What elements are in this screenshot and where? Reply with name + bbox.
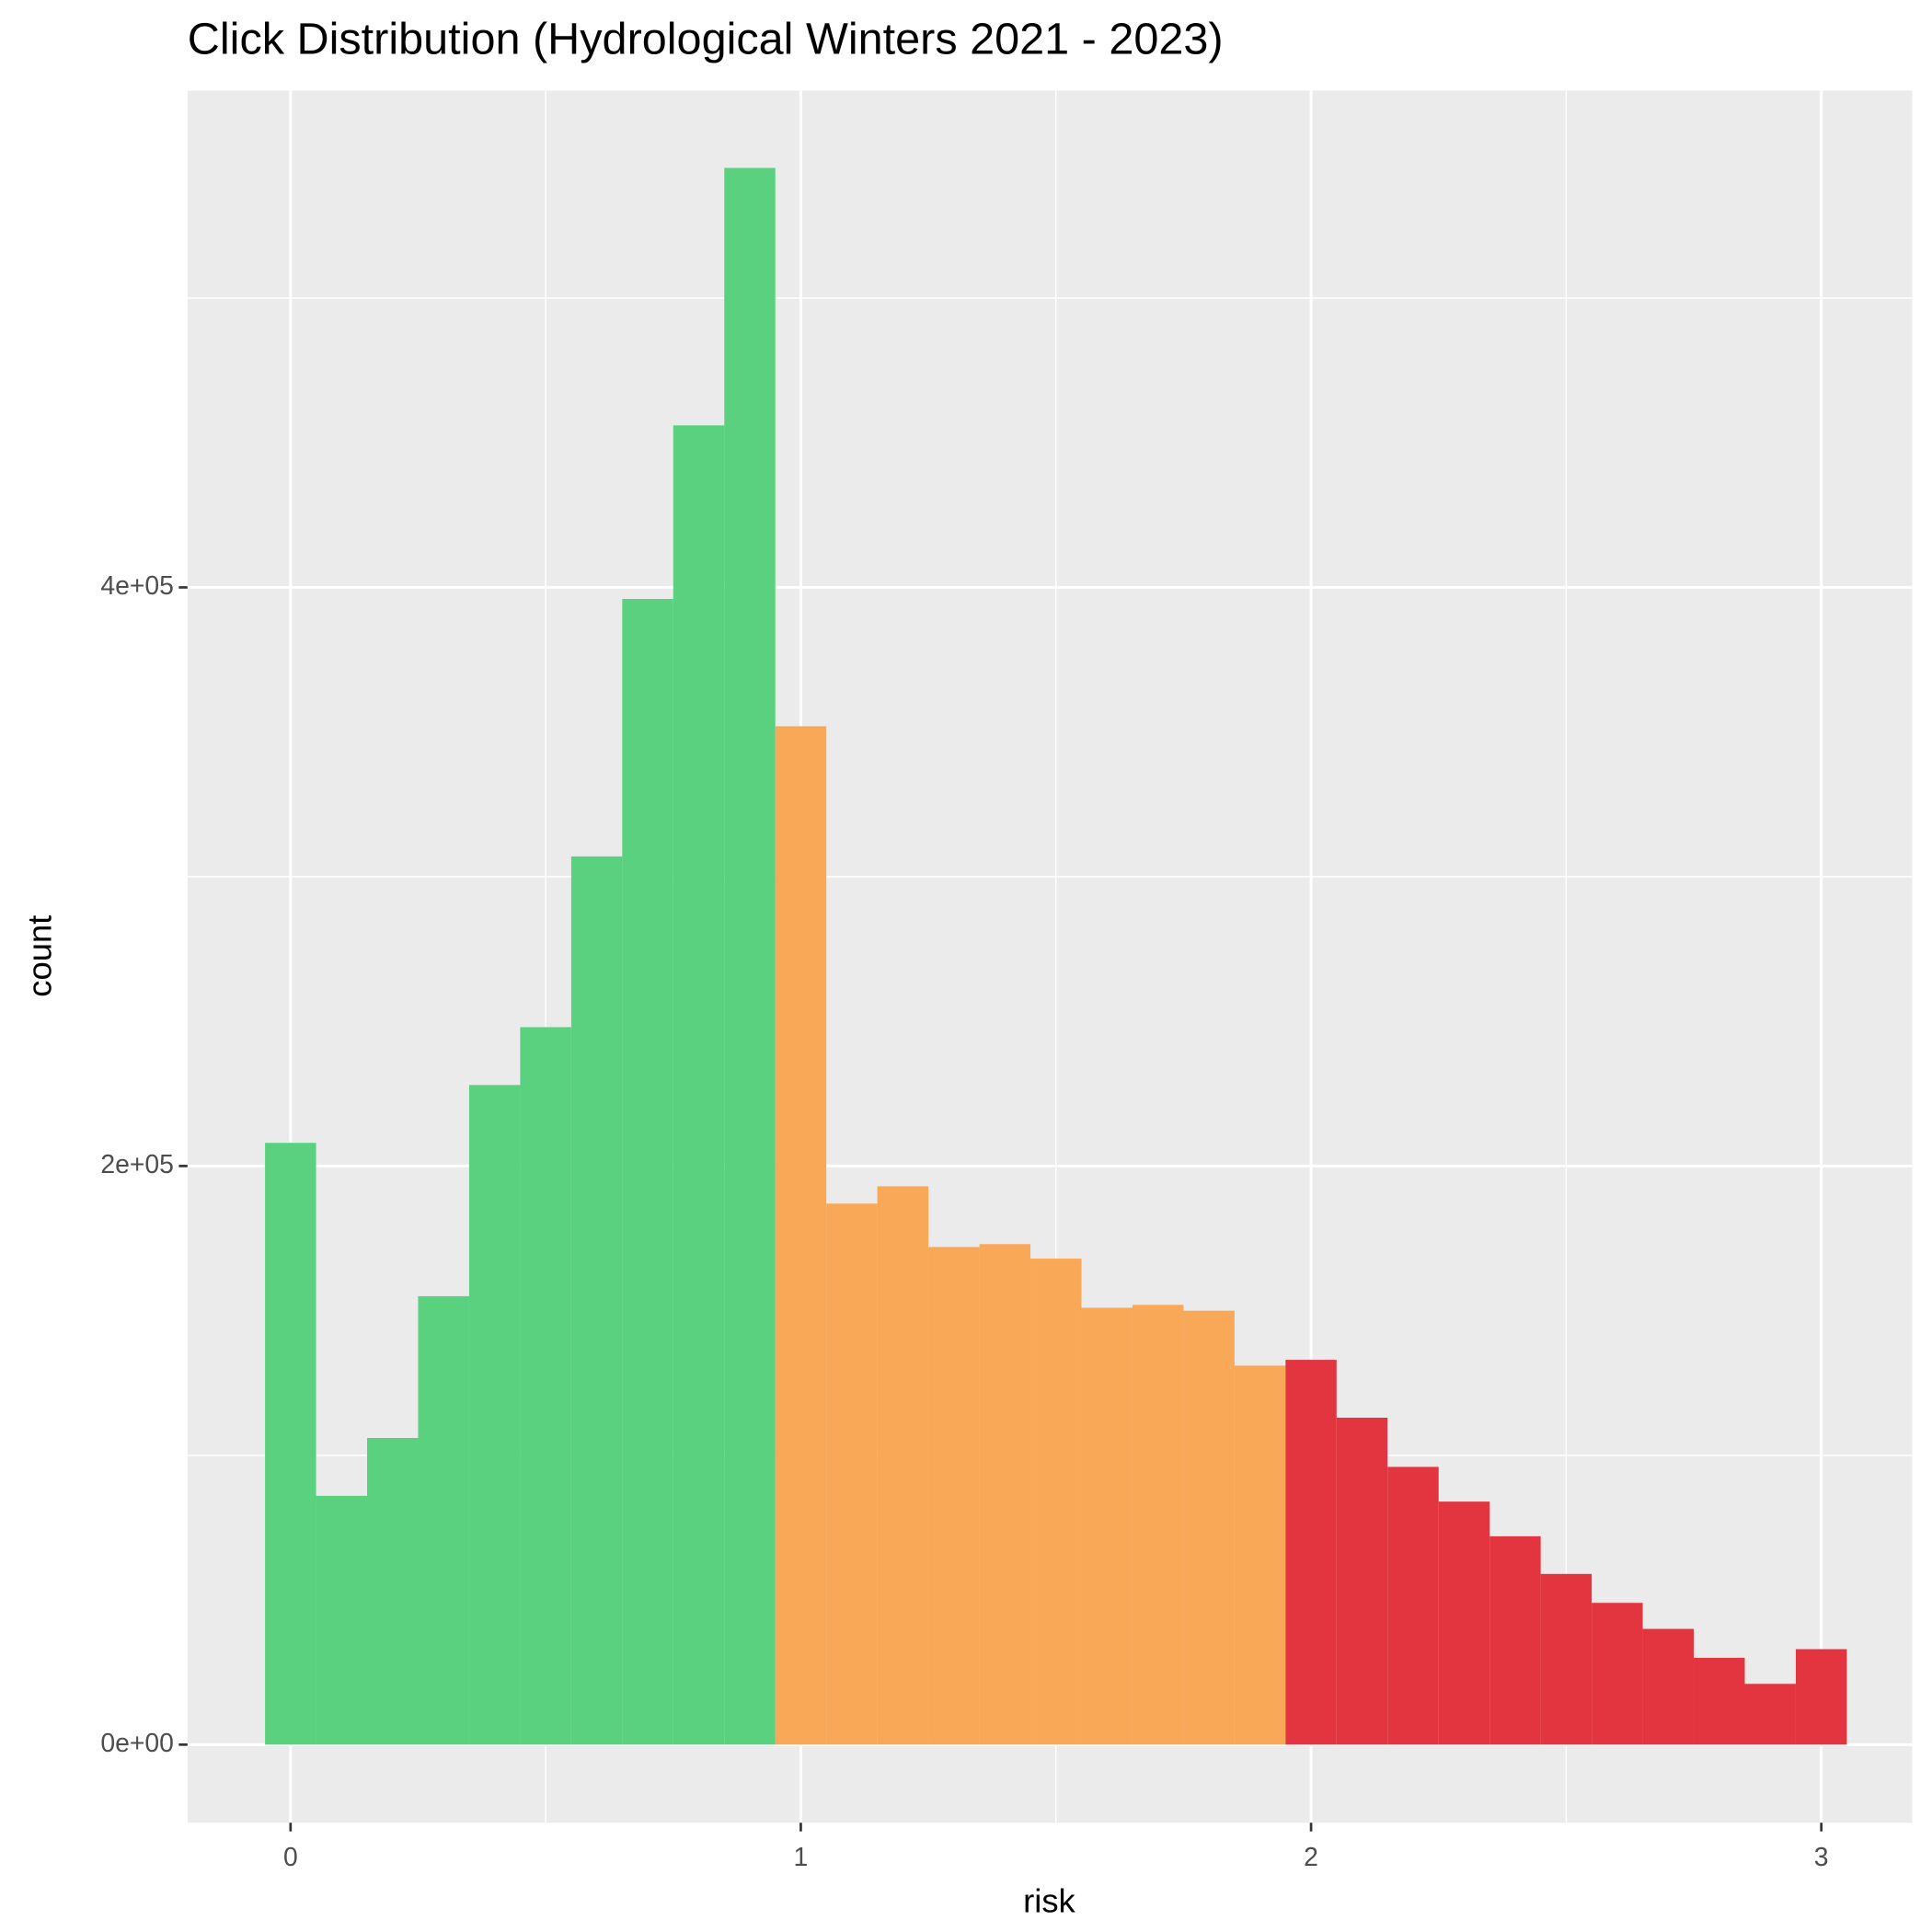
bar bbox=[1387, 1466, 1439, 1745]
bar bbox=[265, 1143, 316, 1745]
bar bbox=[1438, 1501, 1490, 1745]
bar bbox=[1030, 1259, 1082, 1745]
bar bbox=[1489, 1535, 1541, 1745]
x-tick-label: 3 bbox=[1814, 1843, 1829, 1872]
bar bbox=[1795, 1649, 1847, 1745]
bar bbox=[724, 167, 776, 1745]
x-tick-label: 2 bbox=[1304, 1843, 1318, 1872]
bar bbox=[979, 1244, 1031, 1745]
bar bbox=[1642, 1628, 1695, 1745]
bar bbox=[1744, 1684, 1796, 1745]
bar bbox=[775, 726, 827, 1745]
bar bbox=[1132, 1305, 1184, 1745]
bar bbox=[1540, 1573, 1593, 1745]
bar bbox=[673, 425, 725, 1745]
bar bbox=[367, 1437, 419, 1745]
x-tick-label: 1 bbox=[794, 1843, 809, 1872]
bar bbox=[316, 1495, 368, 1745]
bar bbox=[1694, 1657, 1745, 1745]
bar bbox=[622, 599, 673, 1745]
bar bbox=[418, 1295, 469, 1745]
bar bbox=[1234, 1365, 1286, 1745]
y-axis-title: count bbox=[21, 915, 59, 997]
x-tick-label: 0 bbox=[283, 1843, 298, 1872]
y-tick-label: 4e+05 bbox=[100, 571, 174, 601]
bar bbox=[877, 1186, 929, 1745]
bar bbox=[520, 1027, 571, 1745]
bar bbox=[1081, 1307, 1133, 1745]
bar bbox=[826, 1203, 878, 1745]
bar bbox=[1592, 1603, 1643, 1745]
bar bbox=[468, 1085, 521, 1745]
x-axis-title: risk bbox=[1023, 1882, 1075, 1920]
chart-title: Click Distribution (Hydrological Winters… bbox=[188, 15, 1224, 64]
bar bbox=[1285, 1360, 1337, 1745]
bar bbox=[928, 1247, 980, 1745]
bar bbox=[1183, 1310, 1235, 1745]
y-tick-label: 2e+05 bbox=[100, 1150, 174, 1179]
bar bbox=[570, 856, 623, 1745]
bar bbox=[1336, 1417, 1388, 1745]
y-tick-label: 0e+00 bbox=[100, 1729, 174, 1758]
